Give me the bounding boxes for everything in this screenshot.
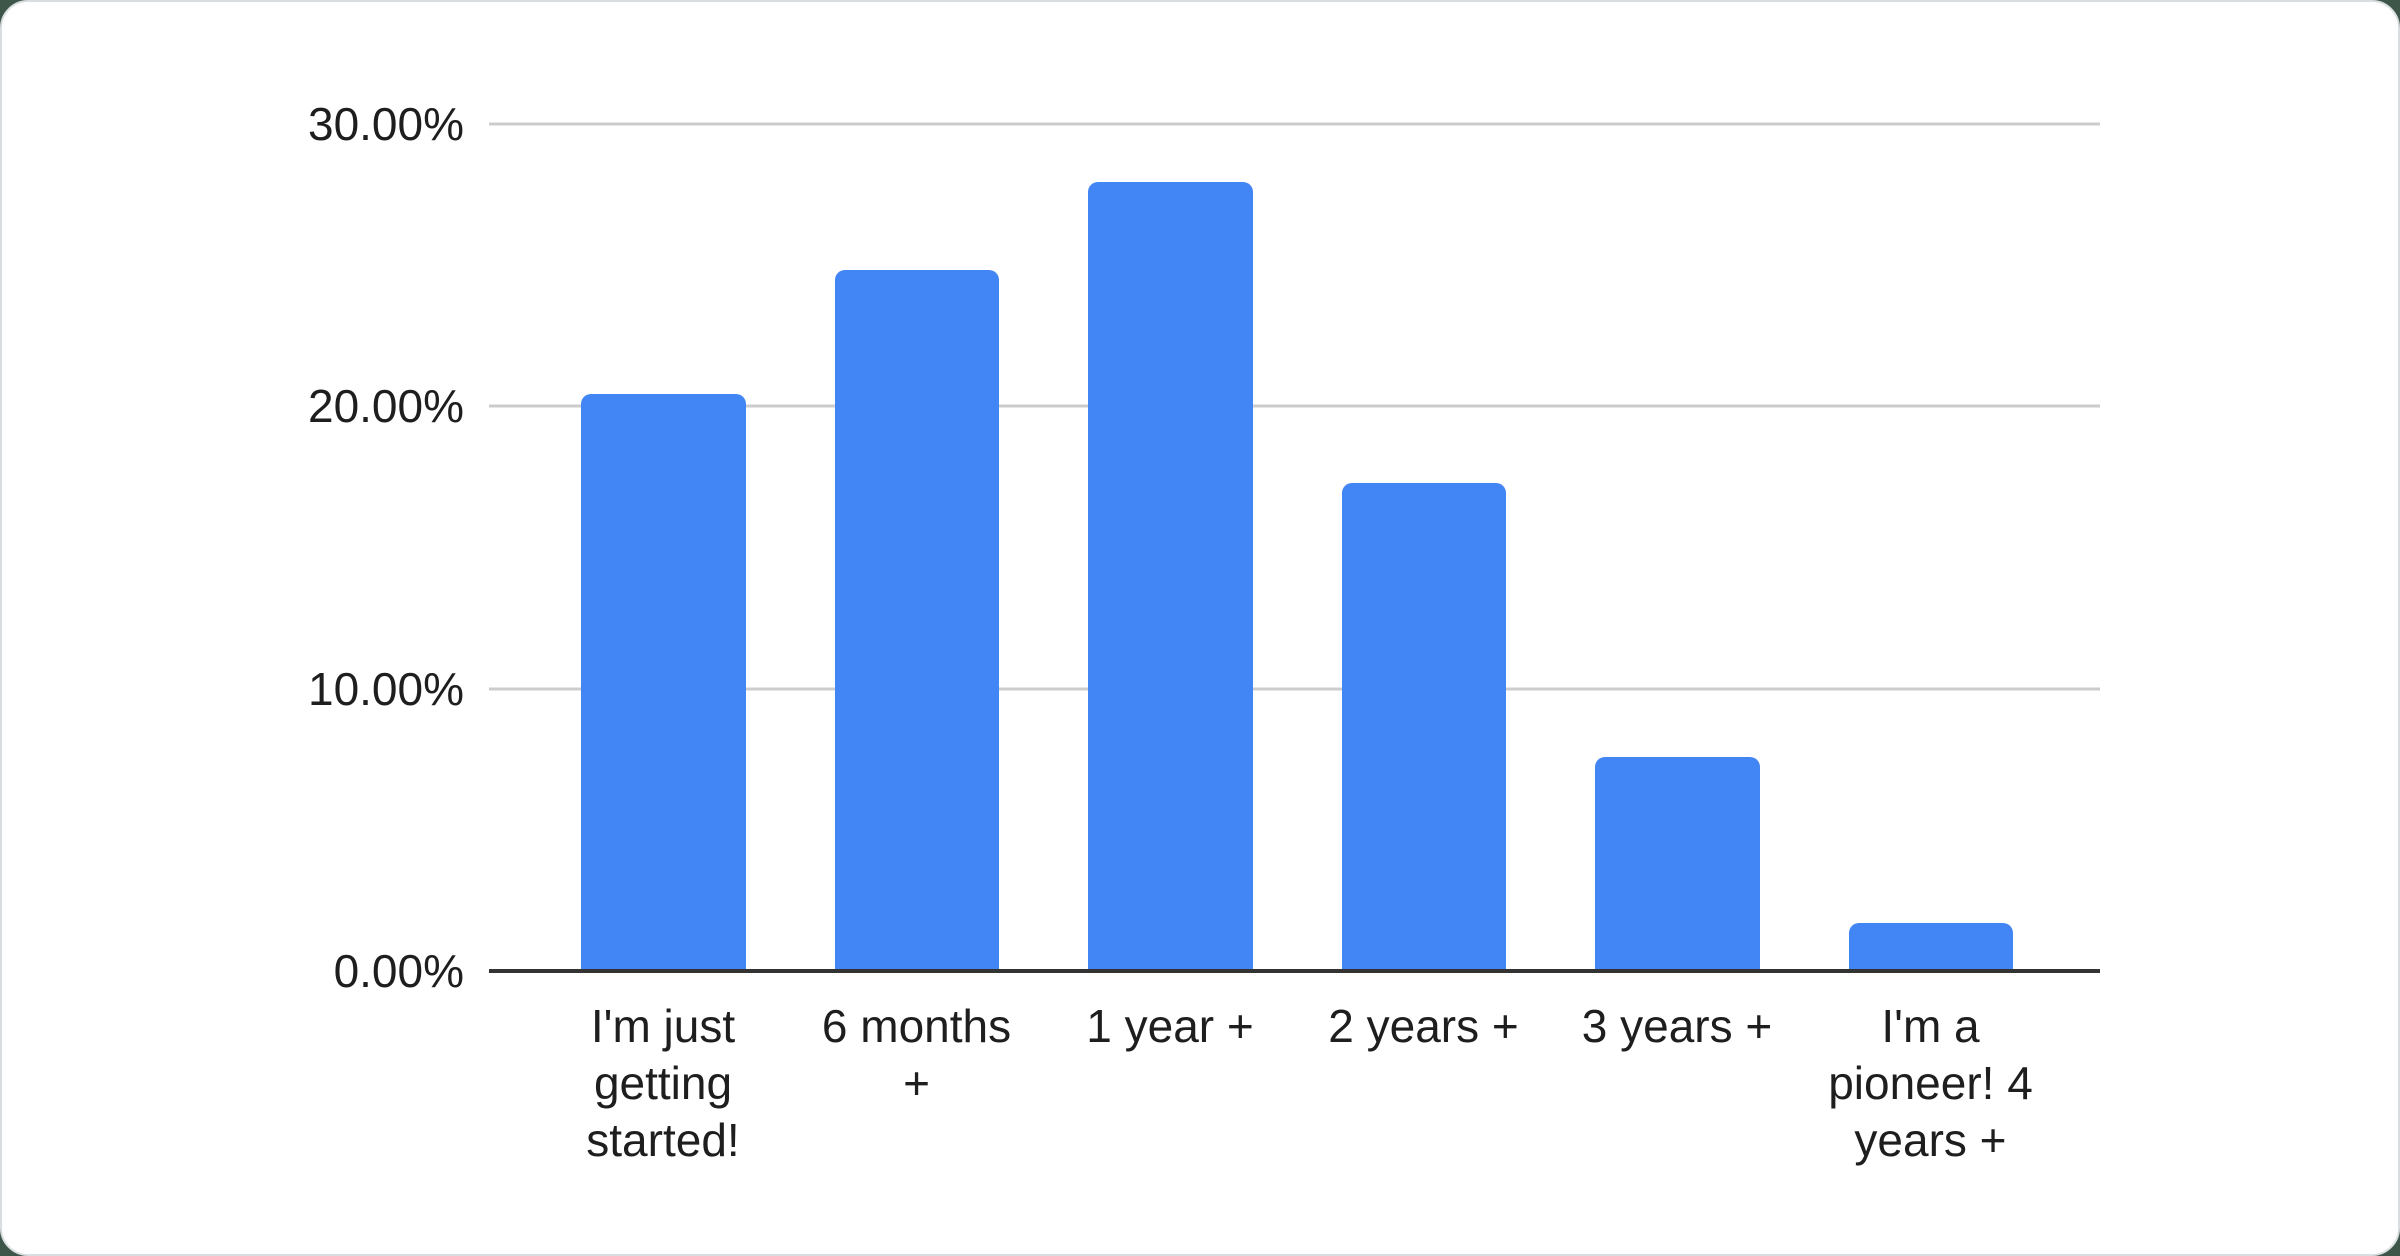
gridline-10 (489, 687, 2100, 691)
gridline-30 (489, 122, 2100, 126)
x-category-label: I'm a pioneer! 4 years + (1828, 1000, 2033, 1166)
bar[interactable] (1088, 181, 1253, 971)
bar[interactable] (581, 393, 746, 971)
plot-area (489, 122, 2100, 973)
bar[interactable] (1848, 923, 2013, 971)
x-category-label: 1 year + (1086, 1000, 1254, 1052)
bar[interactable] (834, 269, 999, 971)
y-tick-label: 10.00% (307, 662, 464, 715)
x-category-label: 3 years + (1581, 1000, 1773, 1052)
y-tick-label: 30.00% (307, 98, 464, 150)
x-category-label: I'm just getting started! (586, 1000, 740, 1166)
bar[interactable] (1595, 757, 1760, 971)
bar[interactable] (1341, 482, 1506, 971)
x-category-label: 6 months + (821, 1000, 1012, 1109)
y-tick-label: 0.00% (333, 945, 464, 997)
x-axis-line (489, 969, 2100, 973)
y-tick-label: 20.00% (307, 380, 464, 433)
x-axis-labels: I'm just getting started! 6 months + 1 yea… (489, 998, 2100, 1198)
x-category-label: 2 years + (1328, 1000, 1519, 1052)
gridline-20 (489, 404, 2100, 408)
